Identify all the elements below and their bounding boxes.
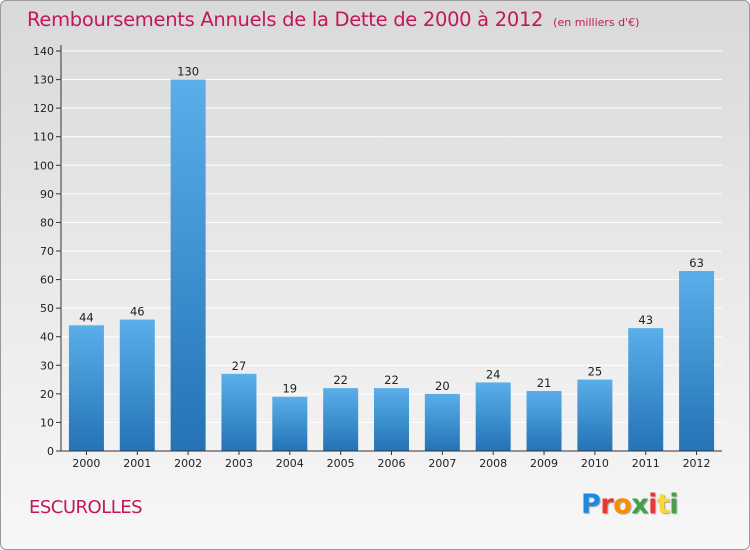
bar bbox=[323, 388, 359, 451]
value-label: 43 bbox=[638, 313, 653, 327]
y-axis-ticks: 0 10 20 30 40 50 60 70 80 90 100 110 120 130 140 bbox=[33, 45, 61, 458]
x-tick-label: 2011 bbox=[632, 457, 660, 470]
proxiti-logo[interactable]: Proxiti bbox=[581, 489, 679, 520]
chart-title: Remboursements Annuels de la Dette de 20… bbox=[27, 8, 640, 31]
bar bbox=[475, 382, 511, 451]
value-label: 20 bbox=[435, 379, 450, 393]
commune-name: ESCUROLLES bbox=[29, 497, 143, 518]
x-tick-label: 2006 bbox=[378, 457, 406, 470]
value-label: 46 bbox=[130, 305, 145, 319]
value-label: 22 bbox=[333, 373, 348, 387]
value-label: 44 bbox=[79, 310, 94, 324]
x-tick-label: 2012 bbox=[683, 457, 711, 470]
bar bbox=[526, 391, 562, 451]
value-label: 21 bbox=[537, 376, 552, 390]
value-label: 24 bbox=[486, 367, 501, 381]
bar bbox=[679, 271, 715, 451]
x-tick-label: 2002 bbox=[174, 457, 202, 470]
y-tick-label: 140 bbox=[33, 45, 54, 58]
bar bbox=[628, 328, 664, 451]
value-label: 25 bbox=[588, 365, 603, 379]
bar bbox=[424, 393, 460, 451]
y-tick-label: 10 bbox=[40, 416, 54, 429]
y-tick-label: 20 bbox=[40, 388, 54, 401]
logo-letter: x bbox=[631, 489, 649, 520]
logo-letter: i bbox=[669, 489, 679, 520]
x-tick-label: 2010 bbox=[581, 457, 609, 470]
x-tick-label: 2003 bbox=[225, 457, 253, 470]
logo-letter: r bbox=[600, 489, 614, 520]
bar bbox=[119, 319, 155, 451]
y-tick-label: 40 bbox=[40, 331, 54, 344]
value-labels: 44 46 130 27 19 22 22 20 24 21 25 43 63 bbox=[79, 65, 704, 396]
bar bbox=[272, 396, 308, 451]
x-tick-label: 2009 bbox=[530, 457, 558, 470]
value-label: 27 bbox=[232, 359, 247, 373]
x-axis-labels: 2000 2001 2002 2003 2004 2005 2006 2007 2008 2009… bbox=[72, 451, 711, 470]
y-tick-label: 90 bbox=[40, 188, 54, 201]
value-label: 22 bbox=[384, 373, 399, 387]
bar bbox=[374, 388, 409, 451]
y-tick-label: 50 bbox=[40, 302, 54, 315]
bars bbox=[68, 79, 715, 452]
x-tick-label: 2000 bbox=[72, 457, 100, 470]
logo-letter: P bbox=[581, 489, 601, 520]
y-tick-label: 70 bbox=[40, 245, 54, 258]
y-tick-label: 130 bbox=[33, 74, 54, 87]
value-label: 130 bbox=[177, 65, 199, 79]
value-label: 19 bbox=[282, 382, 297, 396]
y-tick-label: 0 bbox=[47, 445, 54, 458]
y-tick-label: 80 bbox=[40, 216, 54, 229]
y-tick-label: 60 bbox=[40, 274, 54, 287]
x-tick-label: 2008 bbox=[479, 457, 507, 470]
bar bbox=[577, 379, 613, 451]
y-tick-label: 30 bbox=[40, 359, 54, 372]
x-tick-label: 2001 bbox=[123, 457, 151, 470]
x-tick-label: 2005 bbox=[327, 457, 355, 470]
y-tick-label: 110 bbox=[33, 131, 54, 144]
y-tick-label: 120 bbox=[33, 102, 54, 115]
logo-letter: o bbox=[613, 489, 632, 520]
logo-letter: t bbox=[656, 489, 670, 520]
logo-letter: i bbox=[648, 489, 657, 520]
bar bbox=[68, 325, 104, 451]
bar bbox=[221, 373, 257, 451]
bar bbox=[170, 79, 206, 452]
x-tick-label: 2007 bbox=[428, 457, 456, 470]
axes bbox=[60, 45, 722, 452]
value-label: 63 bbox=[689, 256, 704, 270]
y-tick-label: 100 bbox=[33, 159, 54, 172]
x-tick-label: 2004 bbox=[276, 457, 304, 470]
chart-subtitle: (en milliers d'€) bbox=[553, 16, 640, 29]
